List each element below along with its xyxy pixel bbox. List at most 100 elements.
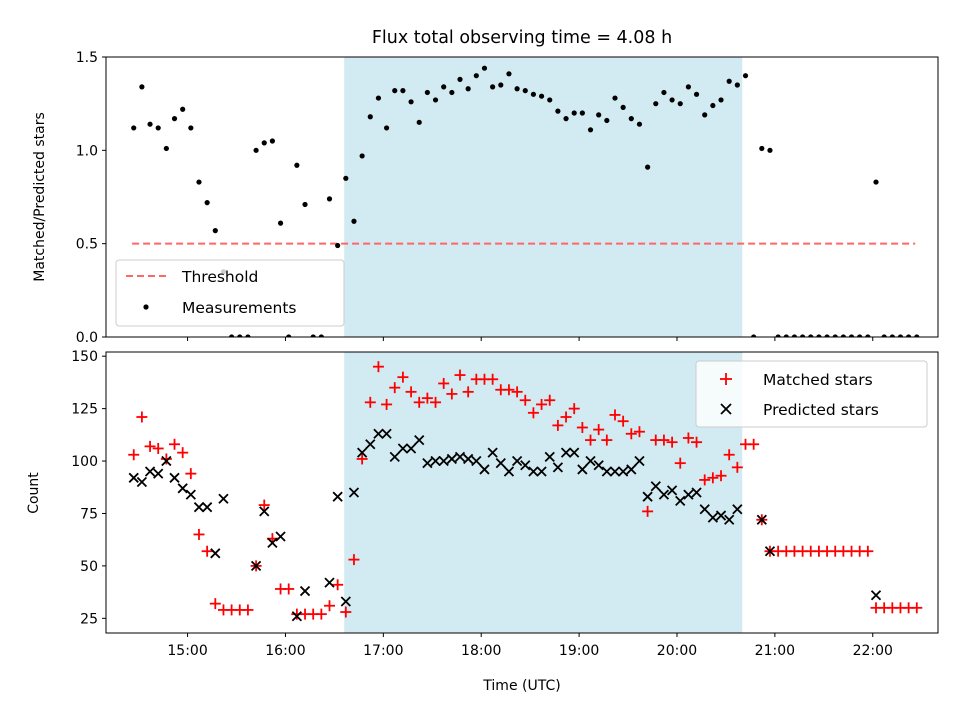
- x-tick-label: 21:00: [755, 643, 795, 659]
- predicted-point: [756, 514, 767, 525]
- matched-point: [209, 598, 221, 610]
- predicted-point: [634, 455, 645, 467]
- y-tick-label: 125: [71, 402, 98, 418]
- measurement-point: [693, 91, 700, 97]
- ratio-y-axis-label: Matched/Predicted stars: [32, 112, 48, 282]
- predicted-point: [332, 491, 343, 502]
- measurement-point: [359, 153, 365, 159]
- matched-point: [609, 409, 621, 421]
- legend-matched-label: Matched stars: [763, 371, 873, 389]
- measurement-point: [367, 114, 373, 120]
- measurement-point: [237, 334, 243, 337]
- highlight-span: [344, 352, 743, 633]
- predicted-point: [520, 460, 531, 471]
- matched-point: [487, 373, 499, 385]
- measurement-point: [612, 95, 618, 101]
- matched-point: [560, 411, 572, 423]
- measurement-point: [196, 179, 202, 185]
- y-tick-label: 100: [71, 454, 98, 470]
- matched-point: [177, 447, 189, 459]
- measurement-point: [840, 334, 846, 337]
- measurement-point: [155, 125, 161, 131]
- measurement-point: [751, 334, 757, 337]
- predicted-point: [666, 485, 678, 496]
- measurement-point: [555, 108, 561, 114]
- measurement-point: [799, 334, 806, 337]
- predicted-point: [381, 428, 392, 439]
- predicted-point: [193, 502, 205, 513]
- measurement-point: [465, 86, 471, 92]
- matched-point: [625, 428, 637, 440]
- predicted-point: [218, 493, 229, 504]
- measurement-point: [563, 116, 569, 122]
- matched-point: [544, 394, 556, 406]
- measurement-point: [302, 201, 308, 208]
- matched-point: [160, 453, 172, 465]
- predicted-point: [275, 531, 286, 542]
- measurement-point: [514, 86, 520, 92]
- count-panel: 25 50 75 100 125 150 15:00 16:00 17:00 18:00 19:00…: [71, 349, 939, 659]
- predicted-point: [422, 458, 433, 469]
- matched-point: [405, 386, 417, 398]
- matched-point: [527, 407, 539, 419]
- predicted-point: [528, 466, 539, 477]
- matched-point: [185, 468, 197, 480]
- measurement-point: [661, 89, 667, 96]
- predicted-point: [259, 506, 270, 517]
- measurement-point: [204, 200, 210, 206]
- measurement-point: [914, 334, 920, 337]
- measurement-point: [457, 76, 463, 82]
- matched-point: [862, 545, 874, 557]
- ratio-legend-frame: [115, 259, 345, 327]
- measurement-point: [229, 334, 235, 337]
- x-tick-label: 15:00: [167, 643, 207, 659]
- measurement-point: [653, 101, 659, 107]
- measurement-point: [163, 145, 169, 152]
- measurement-point: [481, 65, 488, 71]
- predicted-point: [177, 483, 188, 494]
- matched-point: [674, 457, 686, 469]
- legend-threshold-label: Threshold: [181, 268, 258, 286]
- matched-point: [152, 442, 164, 454]
- measurement-point: [579, 110, 585, 116]
- count-y-axis-label: Count: [26, 472, 42, 514]
- measurement-point: [449, 89, 455, 96]
- predicted-point: [299, 585, 311, 597]
- matched-point: [519, 394, 531, 406]
- measurement-point: [269, 138, 275, 144]
- predicted-point: [699, 504, 710, 515]
- matched-point: [340, 606, 352, 618]
- predicted-point: [715, 510, 727, 521]
- measurement-point: [498, 82, 504, 88]
- measurement-point: [832, 334, 838, 337]
- predicted-point: [511, 455, 523, 467]
- predicted-point: [250, 560, 262, 572]
- measurement-point: [139, 84, 145, 90]
- matched-point: [658, 434, 670, 446]
- measurement-point: [375, 95, 382, 101]
- matched-point: [699, 474, 711, 486]
- predicted-point: [185, 489, 196, 500]
- matched-point: [666, 436, 678, 448]
- matched-point: [731, 461, 743, 473]
- measurement-point: [212, 228, 218, 234]
- measurement-point: [808, 334, 814, 337]
- predicted-point: [487, 447, 498, 458]
- predicted-point: [365, 439, 376, 450]
- matched-point: [536, 398, 548, 410]
- highlight-span: [344, 57, 743, 337]
- y-tick-label: 0.0: [76, 330, 98, 346]
- predicted-point: [438, 455, 449, 467]
- matched-point: [421, 392, 433, 404]
- matched-point: [364, 396, 376, 408]
- predicted-point: [732, 504, 743, 515]
- measurement-point: [718, 97, 724, 103]
- matched-point: [372, 361, 384, 373]
- matched-point: [356, 453, 368, 465]
- measurement-point: [767, 147, 773, 153]
- measurement-point: [906, 334, 912, 337]
- predicted-point: [169, 472, 180, 483]
- matched-point: [283, 583, 295, 595]
- measurement-point: [286, 334, 292, 337]
- measurement-point: [343, 175, 349, 181]
